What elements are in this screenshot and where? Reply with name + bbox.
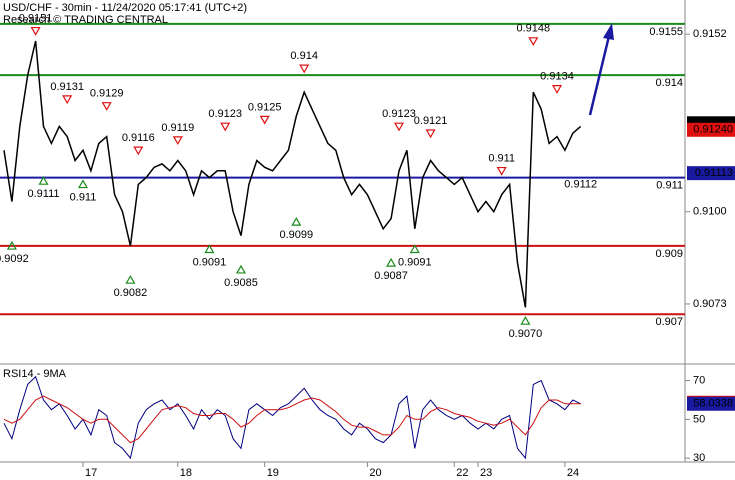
x-tick-label: 22 [456,467,468,479]
series-line [3,395,581,444]
y-tick-label: 70 [693,374,705,386]
marks: 0.9152 0.9100 0.9073 0.9155 0.914 0.911 0.909 0… [0,12,735,479]
trough-marker [38,175,49,185]
peak-label: 0.9129 [90,88,124,100]
chart-subtitle: Research © TRADING CENTRAL [3,14,168,26]
forecast-arrow-head [603,23,614,40]
x-tick-label: 23 [480,467,492,479]
series-line [3,40,582,308]
trough-label: 0.9091 [398,256,432,268]
price-badge-label: 0.91240 [693,124,733,136]
x-tick-label: 18 [180,467,192,479]
y-tick-label: 0.9152 [693,28,727,40]
trough-label: 0.911 [70,191,97,203]
peak-label: 0.9123 [208,108,242,120]
trough-marker [409,244,420,254]
x-tick-label: 17 [85,467,97,479]
chart-title: USD/CHF - 30min - 11/24/2020 05:17:41 (U… [3,2,247,14]
trough-marker [386,257,397,267]
trough-label: 0.9099 [279,229,313,241]
level-label: 0.907 [655,316,683,328]
trough-marker [77,179,89,189]
peak-label: 0.9125 [248,101,282,113]
trough-marker [204,244,215,254]
forecast-arrow [588,35,611,116]
trough-marker [291,216,302,226]
x-tick-label: 24 [567,467,579,479]
y-tick-label: 0.9073 [693,298,727,310]
peak-marker [425,129,436,139]
level-label: 0.909 [655,248,683,260]
level-label: 0.911 [656,179,683,191]
peak-label: 0.9123 [382,108,416,120]
level-label: 0.9155 [649,26,683,38]
rsi-title: RSI14 - 9MA [3,368,67,380]
trough-label: 0.9085 [224,277,258,289]
trough-label: 0.9070 [509,328,543,340]
peak-label: 0.914 [290,50,318,62]
peak-marker [551,85,563,94]
x-tick-label: 20 [369,467,381,479]
price-badge [687,122,735,137]
peak-marker [299,64,310,74]
level-label: 0.914 [655,77,683,89]
peak-label: 0.9119 [161,122,194,134]
peak-label: 0.9116 [122,132,155,144]
trough-label: 0.9082 [114,287,148,299]
peak-marker [133,146,144,156]
trough-label: 0.9111 [27,188,59,200]
trough-label: 0.9092 [0,253,29,265]
trough-label: 0.9087 [374,270,408,282]
peak-label: 0.9148 [516,23,550,35]
peak-marker [172,136,183,146]
peak-marker [101,102,112,111]
trough-marker [235,264,247,274]
peak-marker [496,166,507,176]
trough-marker [6,240,17,250]
peak-label: 0.9151 [19,12,53,24]
peak-marker [259,115,270,125]
trough-label: 0.9091 [193,256,227,268]
trough-marker [125,274,136,284]
series-line [3,375,581,460]
peak-marker [220,122,231,132]
trough-marker [520,315,531,325]
y-tick-label: 0.9100 [693,206,727,218]
price-badge [687,166,735,181]
price-badge-label: 58.0338 [693,398,733,410]
peak-marker [62,95,73,105]
peak-marker [30,26,41,36]
level-note: 0.9112 [564,179,597,191]
y-tick-label: 30 [693,452,705,464]
peak-label: 0.9131 [50,81,84,93]
peak-label: 0.9134 [540,71,574,83]
peak-label: 0.911 [488,152,515,164]
y-tick-label: 50 [693,413,705,425]
peak-label: 0.9121 [414,115,448,127]
price-badge-label: 0.91113 [695,167,733,179]
x-tick-label: 19 [267,467,279,479]
price-badge [687,396,735,411]
peak-marker [528,37,539,47]
peak-marker [393,122,405,132]
